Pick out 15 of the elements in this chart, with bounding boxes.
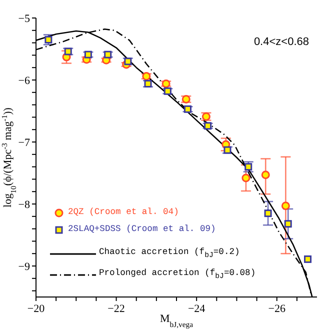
y-tick-label: −7 [18, 136, 30, 149]
x-tick-label: −22 [108, 302, 125, 315]
annotation: 0.4<z<0.68 [254, 36, 309, 48]
y-tick-label: −8 [18, 198, 30, 211]
y-tick-label: −9 [18, 260, 30, 273]
legend-label: 2QZ (Croom et al. 04) [68, 207, 179, 217]
text: Chaotic accretion (f$_{bJ}$=0.2) [99, 247, 240, 260]
legend-label: 2SLAQ+SDSS (Croom et al. 09) [68, 224, 216, 234]
x-tick-label: −20 [27, 302, 46, 315]
x-tick-label: −26 [268, 302, 286, 315]
text: Prolonged accretion (f$_{bJ}$=0.08) [99, 268, 256, 280]
y-tick-label: −5 [18, 12, 30, 25]
x-axis-title: M$_{bJ,vega}$ [160, 313, 194, 328]
y-tick-label: −6 [18, 74, 30, 87]
x-tick-label: −24 [188, 302, 206, 315]
